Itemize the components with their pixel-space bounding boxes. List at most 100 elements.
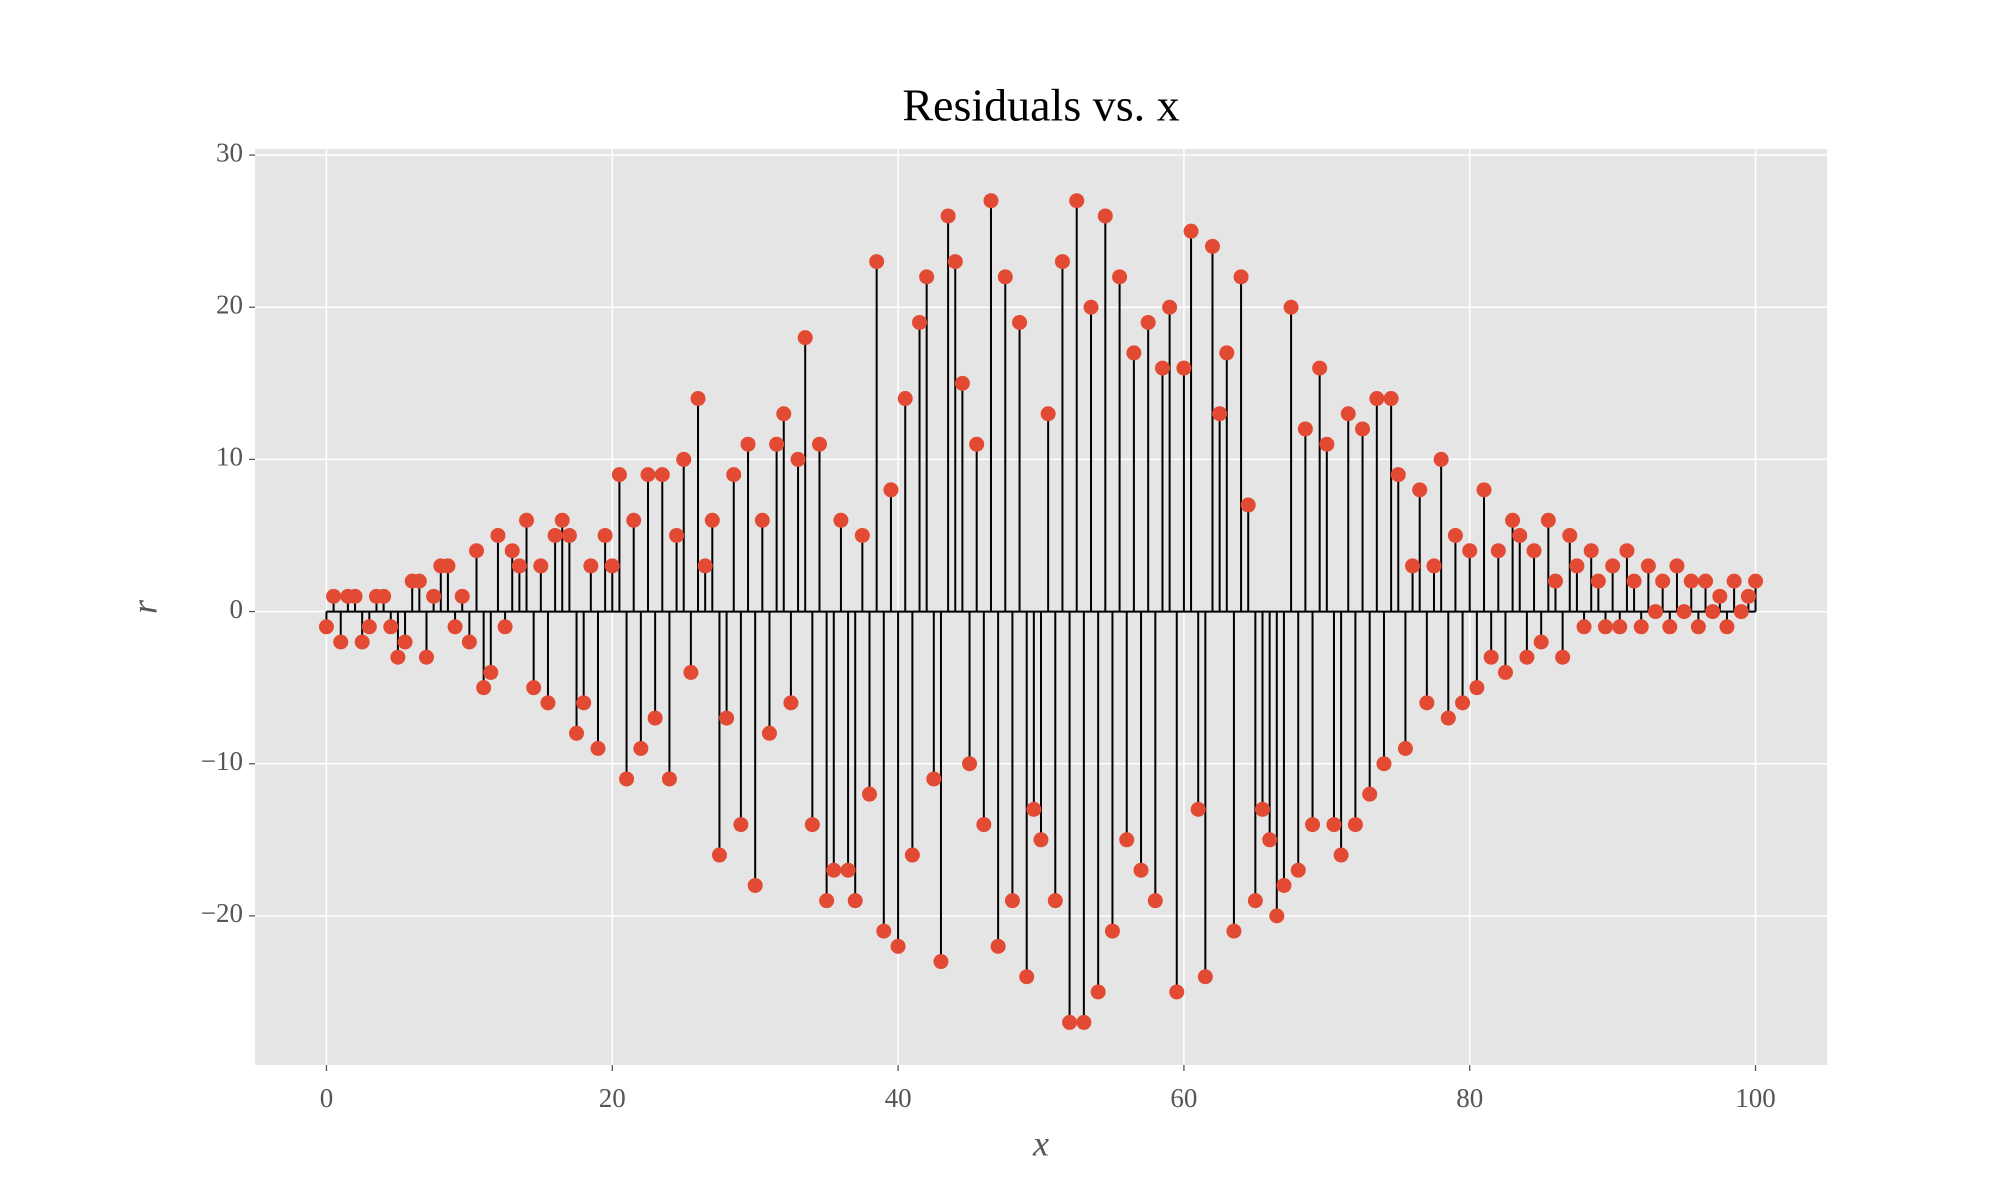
marker	[1197, 969, 1213, 985]
marker	[619, 771, 635, 787]
marker	[1655, 573, 1671, 589]
marker	[1519, 649, 1535, 665]
marker	[633, 741, 649, 757]
marker	[1719, 619, 1735, 635]
marker	[1526, 543, 1542, 559]
x-tick-label: 20	[599, 1083, 626, 1113]
chart-title: Residuals vs. x	[902, 80, 1179, 131]
marker	[1726, 573, 1742, 589]
marker	[411, 573, 427, 589]
marker	[1340, 406, 1356, 422]
marker	[747, 877, 763, 893]
y-tick-label: 10	[216, 442, 243, 472]
marker	[461, 634, 477, 650]
marker	[976, 817, 992, 833]
marker	[1255, 801, 1271, 817]
marker	[1083, 299, 1099, 315]
marker	[719, 710, 735, 726]
marker	[511, 558, 527, 574]
marker	[926, 771, 942, 787]
marker	[1455, 695, 1471, 711]
marker	[1669, 558, 1685, 574]
marker	[754, 512, 770, 528]
marker	[1447, 527, 1463, 543]
marker	[1283, 299, 1299, 315]
marker	[1062, 1014, 1078, 1030]
marker	[1440, 710, 1456, 726]
marker	[1069, 193, 1085, 209]
marker	[418, 649, 434, 665]
marker	[1376, 756, 1392, 772]
marker	[483, 664, 499, 680]
marker	[1605, 558, 1621, 574]
marker	[490, 527, 506, 543]
marker	[862, 786, 878, 802]
marker	[969, 436, 985, 452]
marker	[1412, 482, 1428, 498]
marker	[1433, 451, 1449, 467]
marker	[519, 512, 535, 528]
marker	[1033, 832, 1049, 848]
marker	[1662, 619, 1678, 635]
marker	[1204, 238, 1220, 254]
marker	[933, 954, 949, 970]
marker	[597, 527, 613, 543]
marker	[383, 619, 399, 635]
marker	[1705, 604, 1721, 620]
marker	[776, 406, 792, 422]
marker	[919, 269, 935, 285]
marker	[1347, 817, 1363, 833]
marker	[840, 862, 856, 878]
marker	[354, 634, 370, 650]
marker	[876, 923, 892, 939]
marker	[1147, 893, 1163, 909]
marker	[583, 558, 599, 574]
marker	[1540, 512, 1556, 528]
marker	[447, 619, 463, 635]
marker	[361, 619, 377, 635]
marker	[1512, 527, 1528, 543]
marker	[869, 254, 885, 270]
marker	[554, 512, 570, 528]
marker	[1054, 254, 1070, 270]
marker	[1683, 573, 1699, 589]
marker	[811, 436, 827, 452]
marker	[833, 512, 849, 528]
x-axis-label: x	[1032, 1123, 1049, 1163]
marker	[476, 680, 492, 696]
marker	[1648, 604, 1664, 620]
x-tick-label: 0	[320, 1083, 334, 1113]
x-tick-label: 60	[1170, 1083, 1197, 1113]
x-tick-label: 40	[885, 1083, 912, 1113]
marker	[1154, 360, 1170, 376]
marker	[1583, 543, 1599, 559]
marker	[376, 588, 392, 604]
marker	[1462, 543, 1478, 559]
marker	[1612, 619, 1628, 635]
marker	[611, 467, 627, 483]
marker	[1112, 269, 1128, 285]
marker	[890, 938, 906, 954]
marker	[711, 847, 727, 863]
marker	[1076, 1014, 1092, 1030]
marker	[1405, 558, 1421, 574]
marker	[1355, 421, 1371, 437]
marker	[847, 893, 863, 909]
marker	[1305, 817, 1321, 833]
marker	[1626, 573, 1642, 589]
marker	[1262, 832, 1278, 848]
marker	[1219, 345, 1235, 361]
marker	[733, 817, 749, 833]
marker	[954, 375, 970, 391]
marker	[640, 467, 656, 483]
marker	[1483, 649, 1499, 665]
marker	[797, 330, 813, 346]
marker	[569, 725, 585, 741]
marker	[1590, 573, 1606, 589]
marker	[1748, 573, 1764, 589]
marker	[533, 558, 549, 574]
marker	[1012, 314, 1028, 330]
marker	[1712, 588, 1728, 604]
marker	[1240, 497, 1256, 513]
y-tick-label: −20	[201, 898, 243, 928]
